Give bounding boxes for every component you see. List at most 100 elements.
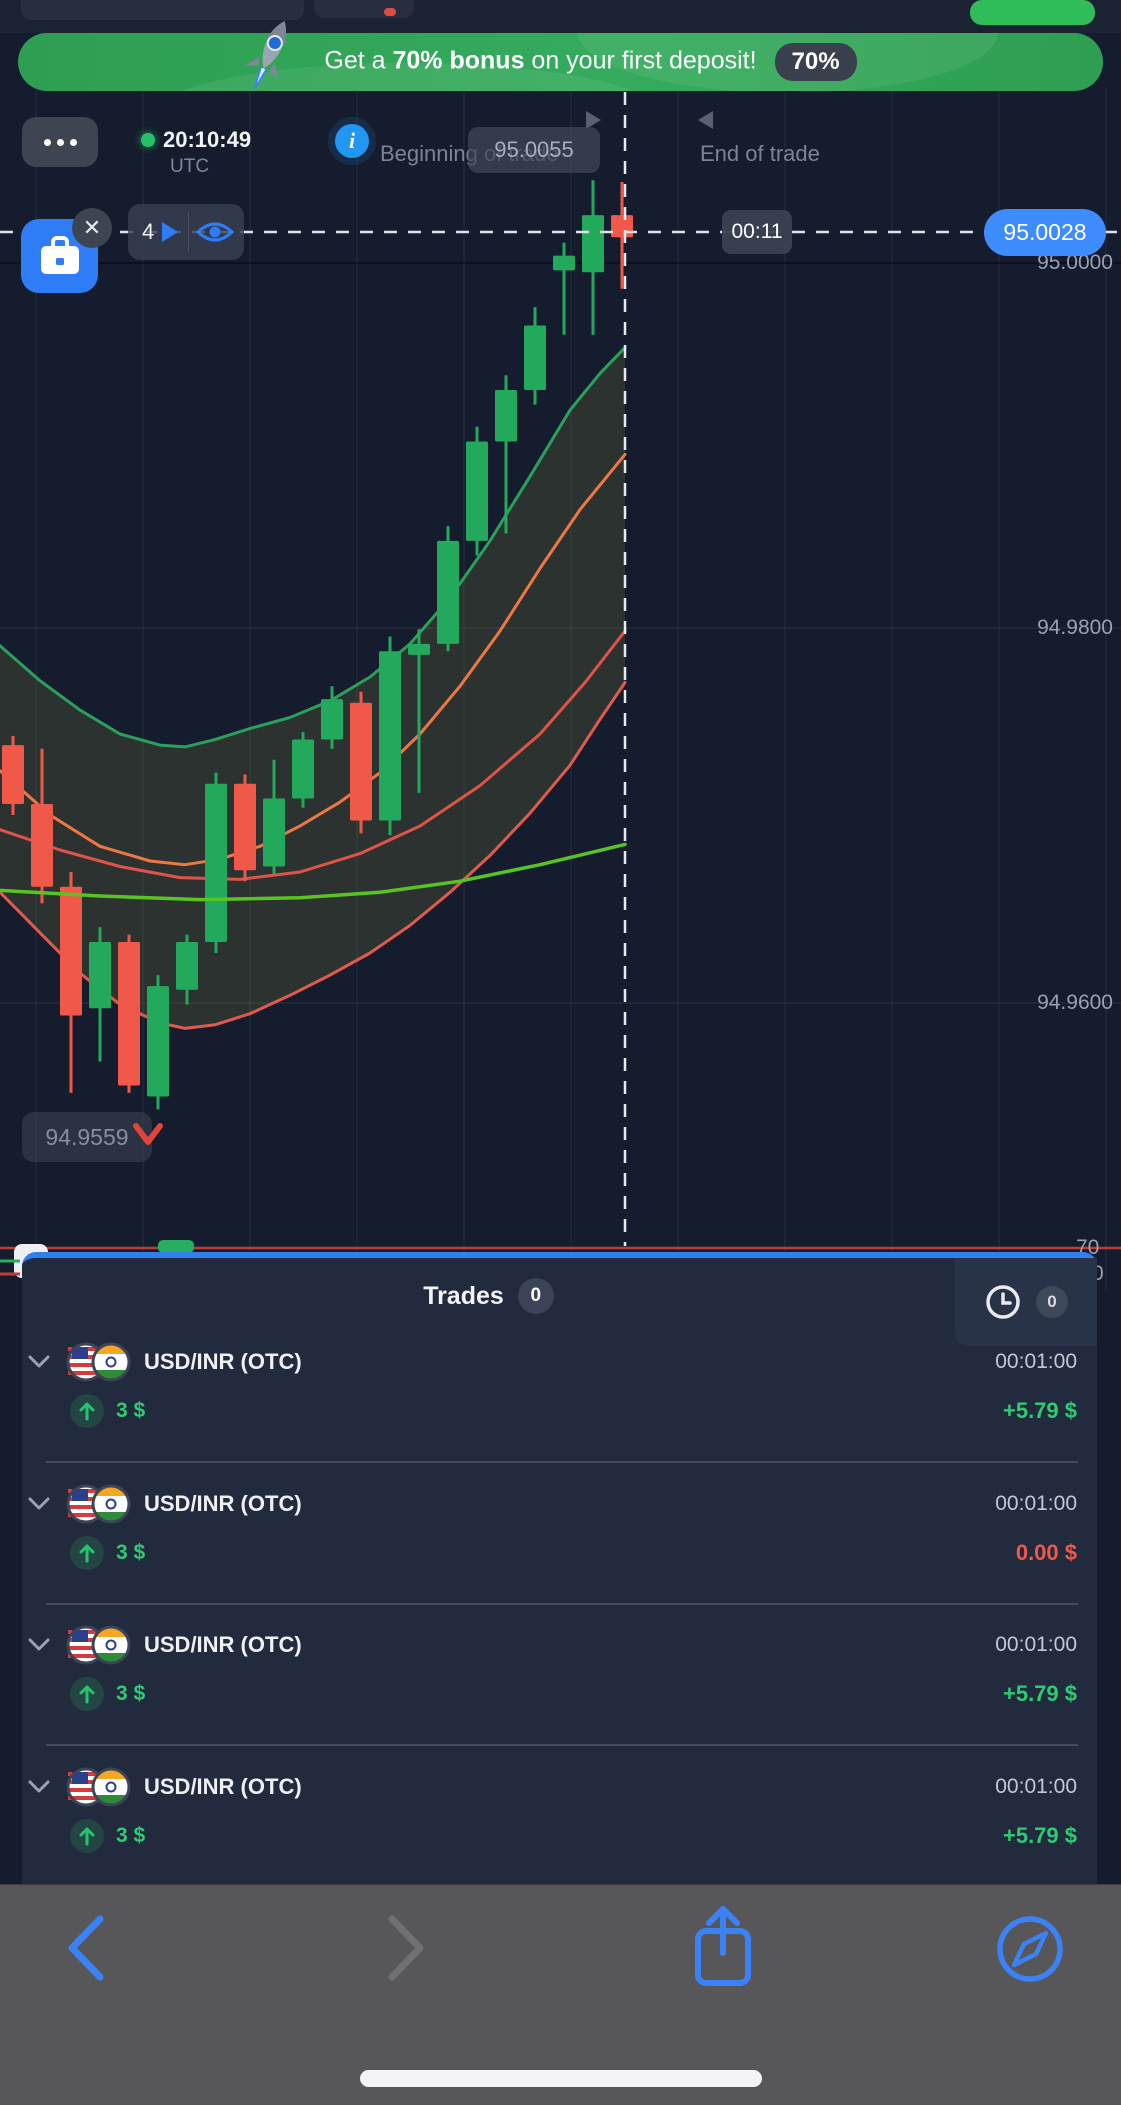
trade-duration: 00:01:00 bbox=[995, 1350, 1077, 1373]
trade-row[interactable]: USD/INR (OTC) 00:01:00 3 $ +5.79 $ bbox=[22, 1765, 1097, 1877]
home-indicator[interactable] bbox=[360, 2070, 762, 2087]
trades-title: Trades bbox=[423, 1281, 504, 1310]
candle-body bbox=[350, 702, 372, 821]
end-marker-icon bbox=[698, 111, 713, 129]
y-axis-label: 94.9800 bbox=[1037, 616, 1113, 639]
trade-amount: 3 $ bbox=[116, 1541, 146, 1564]
trade-duration: 00:01:00 bbox=[995, 1492, 1077, 1515]
closed-trades-button[interactable]: 0 bbox=[955, 1258, 1097, 1346]
pair-name: USD/INR (OTC) bbox=[144, 1491, 302, 1516]
info-icon[interactable]: i bbox=[335, 124, 369, 158]
bonus-banner[interactable]: Get a 70% bonus on your first deposit! 70… bbox=[18, 33, 1103, 91]
direction-up-icon bbox=[70, 1819, 104, 1853]
expiration-control[interactable]: 4 bbox=[128, 204, 244, 260]
chart-menu-button[interactable] bbox=[22, 117, 98, 167]
candle-body bbox=[466, 441, 488, 541]
candle-body bbox=[553, 255, 575, 271]
candle-body bbox=[321, 699, 343, 740]
banner-text: Get a 70% bonus on your first deposit! 70… bbox=[324, 43, 857, 81]
pair-name: USD/INR (OTC) bbox=[144, 1774, 302, 1799]
candle-body bbox=[89, 941, 111, 1009]
tab-box-partial[interactable] bbox=[314, 0, 414, 18]
closed-count-badge: 0 bbox=[1036, 1286, 1068, 1318]
candle-body bbox=[379, 651, 401, 821]
countdown-badge: 00:11 bbox=[722, 210, 792, 254]
candle-body bbox=[437, 540, 459, 644]
back-button[interactable] bbox=[62, 1913, 112, 1983]
history-clock-icon bbox=[986, 1285, 1020, 1319]
record-dot-icon bbox=[384, 8, 396, 16]
trades-count-badge: 0 bbox=[517, 1278, 554, 1314]
arrow-down-icon bbox=[133, 1123, 163, 1145]
trade-result: +5.79 $ bbox=[1002, 1823, 1077, 1848]
candle-body bbox=[292, 739, 314, 799]
forward-button[interactable] bbox=[380, 1913, 430, 1983]
tabs-compass-button[interactable] bbox=[994, 1913, 1066, 1985]
current-price-badge: 95.0028 bbox=[984, 209, 1106, 256]
usd-inr-flags-icon bbox=[66, 1767, 131, 1807]
portfolio-button[interactable] bbox=[21, 219, 98, 293]
trade-result: 0.00 $ bbox=[1015, 1540, 1077, 1565]
candle-body bbox=[60, 886, 82, 1016]
server-time: 20:10:49 bbox=[163, 127, 252, 152]
bollinger-fill bbox=[0, 347, 625, 1029]
y-axis-label: 95.0000 bbox=[1037, 251, 1113, 274]
divider bbox=[188, 212, 190, 252]
banner-badge: 70% bbox=[774, 43, 857, 81]
trade-duration: 00:01:00 bbox=[995, 1775, 1077, 1798]
usd-inr-flags-icon bbox=[66, 1342, 131, 1382]
share-button[interactable] bbox=[688, 1903, 758, 1989]
timezone-label: UTC bbox=[170, 156, 210, 177]
trade-result: +5.79 $ bbox=[1002, 1681, 1077, 1706]
upper_band-line bbox=[0, 346, 627, 749]
beginning-price-badge: 95.0055 bbox=[468, 127, 600, 173]
lower_band-line bbox=[0, 681, 627, 1030]
chevron-down-icon[interactable] bbox=[28, 1355, 50, 1369]
candle-body bbox=[263, 798, 285, 867]
candle-body bbox=[611, 215, 633, 238]
row-divider bbox=[46, 1603, 1078, 1605]
candlestick-chart[interactable] bbox=[0, 0, 1121, 1290]
pair-name: USD/INR (OTC) bbox=[144, 1632, 302, 1657]
candle-body bbox=[2, 745, 24, 804]
trade-amount: 3 $ bbox=[116, 1682, 146, 1705]
candle-body bbox=[408, 643, 430, 655]
rocket-icon bbox=[245, 21, 286, 93]
chevron-down-icon[interactable] bbox=[28, 1497, 50, 1511]
candle-body bbox=[118, 941, 140, 1086]
usd-inr-flags-icon bbox=[66, 1625, 131, 1665]
trades-panel: Trades 0 0 bbox=[22, 1252, 1097, 1890]
ema_slow-line bbox=[0, 629, 627, 881]
beginning-marker-icon bbox=[586, 111, 601, 129]
close-icon[interactable]: ✕ bbox=[72, 208, 112, 248]
candle-body bbox=[524, 325, 546, 390]
trade-row[interactable]: USD/INR (OTC) 00:01:00 3 $ 0.00 $ bbox=[22, 1482, 1097, 1594]
trade-row[interactable]: USD/INR (OTC) 00:01:00 3 $ +5.79 $ bbox=[22, 1340, 1097, 1452]
candle-body bbox=[31, 803, 53, 887]
top-status-strip bbox=[0, 0, 1121, 33]
trade-amount: 3 $ bbox=[116, 1399, 146, 1422]
chevron-down-icon[interactable] bbox=[28, 1638, 50, 1652]
eye-icon[interactable] bbox=[195, 218, 235, 246]
ema_lime-line bbox=[0, 842, 627, 902]
trade-amount: 3 $ bbox=[116, 1824, 146, 1847]
play-icon[interactable] bbox=[162, 222, 179, 242]
chevron-down-icon[interactable] bbox=[28, 1780, 50, 1794]
hidden-ui-sliver bbox=[158, 1240, 194, 1253]
browser-toolbar bbox=[0, 1884, 1121, 2105]
candle-body bbox=[147, 986, 169, 1097]
candle-body bbox=[495, 389, 517, 442]
row-divider bbox=[46, 1461, 1078, 1463]
usd-inr-flags-icon bbox=[66, 1484, 131, 1524]
ema_fast-line bbox=[0, 452, 627, 867]
end-of-trade-label: End of trade bbox=[700, 141, 820, 166]
deposit-button-partial[interactable] bbox=[970, 0, 1095, 25]
live-dot-icon bbox=[141, 133, 155, 147]
trade-row[interactable]: USD/INR (OTC) 00:01:00 3 $ +5.79 $ bbox=[22, 1623, 1097, 1735]
address-bar-partial[interactable] bbox=[21, 0, 304, 20]
y-axis-label: 94.9600 bbox=[1037, 991, 1113, 1014]
trade-result: +5.79 $ bbox=[1002, 1398, 1077, 1423]
low-price-badge: 94.9559 bbox=[22, 1112, 152, 1162]
candle-body bbox=[176, 941, 198, 990]
